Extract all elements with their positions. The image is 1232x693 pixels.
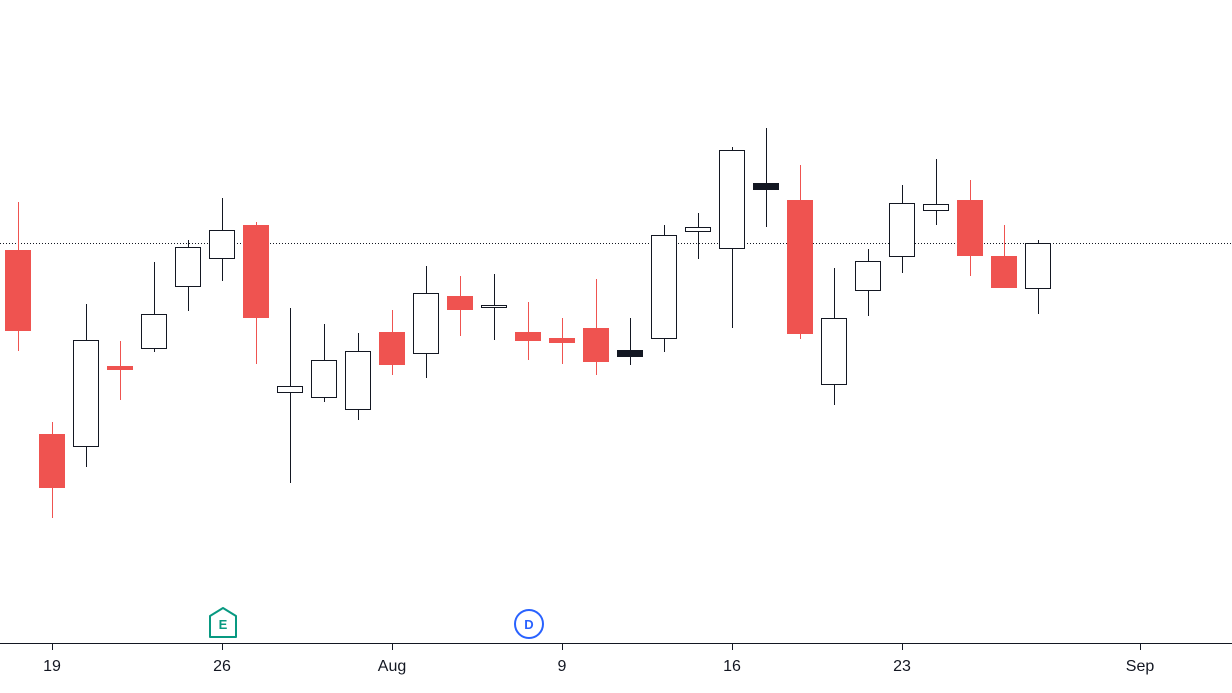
candle — [719, 147, 745, 328]
earnings-marker-shape — [209, 607, 237, 638]
candle-body — [39, 434, 65, 488]
candle — [481, 274, 507, 340]
candle — [175, 240, 201, 311]
candle — [39, 422, 65, 518]
candle-body — [345, 351, 371, 410]
candle — [1025, 240, 1051, 314]
candle — [141, 262, 167, 352]
candle-body — [991, 256, 1017, 288]
candle-body — [447, 296, 473, 310]
candle-body — [243, 225, 269, 318]
candle-body — [141, 314, 167, 349]
candle — [753, 128, 779, 227]
x-tick-label: 16 — [723, 658, 741, 675]
candle-body — [685, 227, 711, 232]
candle-body — [889, 203, 915, 257]
candle — [345, 333, 371, 420]
candle-body — [175, 247, 201, 287]
candle-body — [617, 350, 643, 357]
candle — [107, 341, 133, 400]
x-tick-label: 19 — [43, 658, 61, 675]
candle — [821, 268, 847, 405]
dividend-marker[interactable]: D — [514, 609, 544, 639]
candle — [957, 180, 983, 276]
x-tick-label: Aug — [378, 658, 406, 675]
candle — [447, 276, 473, 336]
candle — [617, 318, 643, 365]
candle — [379, 310, 405, 375]
candle — [991, 225, 1017, 288]
candle — [685, 213, 711, 259]
candle — [243, 222, 269, 364]
x-axis: 19 26 Aug 9 16 23 Sep — [43, 644, 1154, 675]
candle-body — [379, 332, 405, 365]
candle-body — [753, 183, 779, 190]
candle — [413, 266, 439, 378]
candle-body — [923, 204, 949, 211]
candle — [787, 165, 813, 339]
candle — [277, 308, 303, 483]
candle — [515, 302, 541, 360]
candle-body — [515, 332, 541, 341]
candle-body — [73, 340, 99, 447]
candle — [583, 279, 609, 375]
dividend-marker-shape — [514, 609, 544, 639]
candle-body — [481, 305, 507, 308]
candle-body — [821, 318, 847, 385]
candle-body — [311, 360, 337, 398]
x-tick-label: 23 — [893, 658, 911, 675]
earnings-marker-label: E — [219, 617, 228, 632]
candle-body — [549, 338, 575, 343]
candle — [5, 202, 31, 351]
candle-body — [787, 200, 813, 334]
candle — [549, 318, 575, 364]
candle-body — [5, 250, 31, 331]
x-tick-label: 26 — [213, 658, 231, 675]
x-tick-label: 9 — [558, 658, 567, 675]
candle-body — [651, 235, 677, 339]
dividend-marker-label: D — [524, 617, 533, 632]
earnings-marker[interactable]: E — [209, 607, 237, 638]
candle-body — [957, 200, 983, 256]
candle-body — [277, 386, 303, 393]
candles-layer — [5, 128, 1051, 518]
candle — [209, 198, 235, 281]
candle — [651, 225, 677, 352]
candle — [311, 324, 337, 402]
candle-body — [719, 150, 745, 249]
candle-body — [413, 293, 439, 354]
candle-body — [583, 328, 609, 362]
candle-body — [855, 261, 881, 291]
candle — [923, 159, 949, 225]
candle — [889, 185, 915, 273]
candle — [855, 249, 881, 316]
candle — [73, 304, 99, 467]
candle-body — [1025, 243, 1051, 289]
candle-body — [209, 230, 235, 259]
candle-body — [107, 366, 133, 370]
x-tick-label: Sep — [1126, 658, 1155, 675]
